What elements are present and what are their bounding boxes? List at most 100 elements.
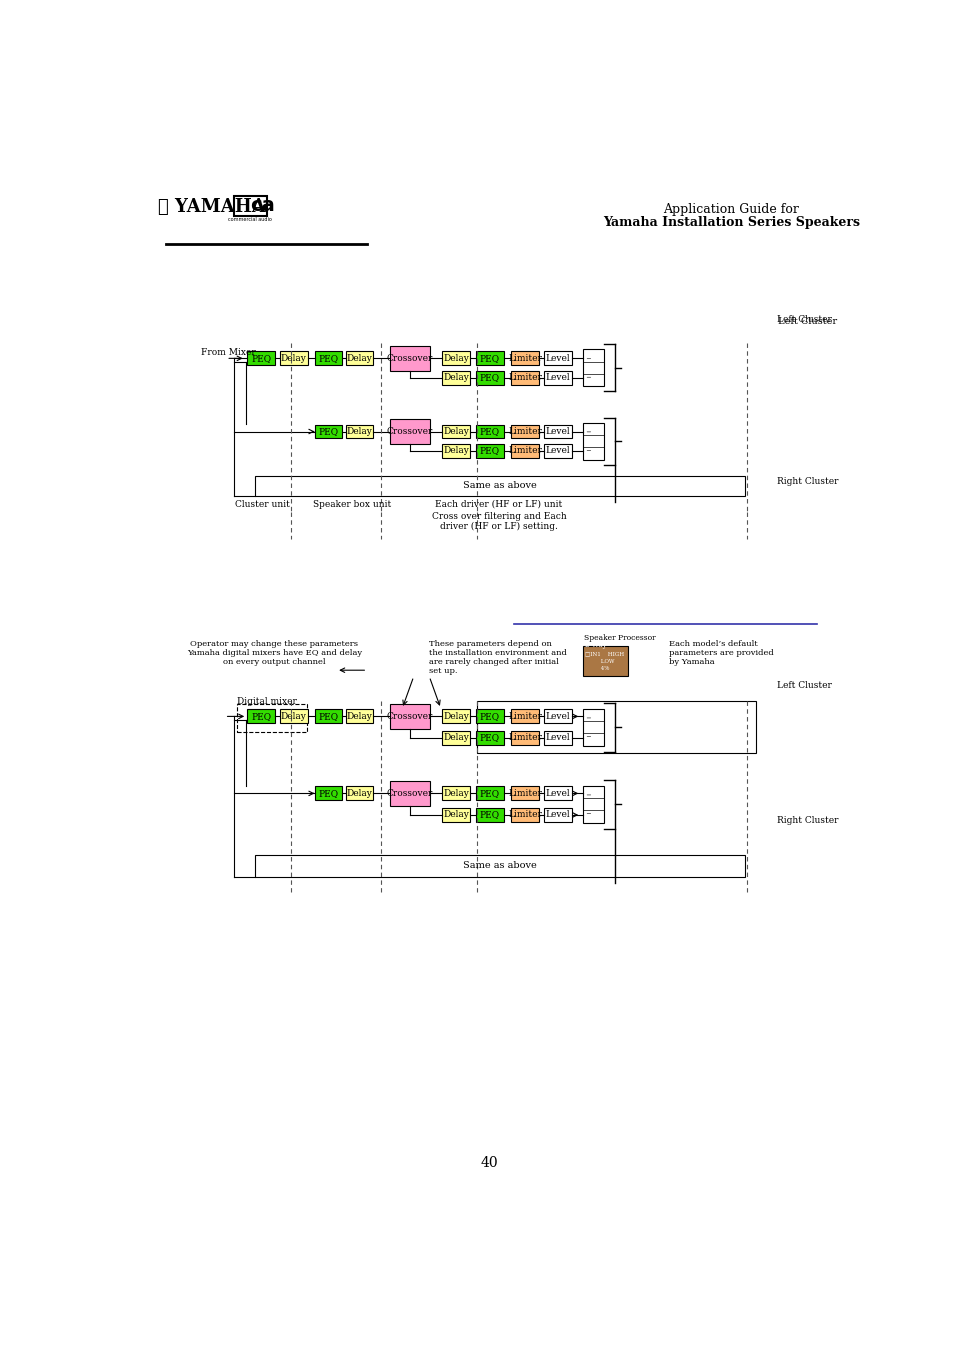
Text: Level: Level (545, 733, 570, 743)
Bar (233, 196, 266, 216)
Text: Delay: Delay (280, 711, 306, 721)
Text: Cross over filtering and Each: Cross over filtering and Each (431, 512, 566, 521)
Text: Delay: Delay (443, 447, 469, 455)
Text: 4%: 4% (584, 666, 609, 671)
Text: Cluster unit: Cluster unit (235, 500, 290, 509)
Bar (543, 351, 571, 366)
Bar (476, 787, 503, 801)
Text: Limiter: Limiter (508, 711, 541, 721)
Text: Left Cluster: Left Cluster (778, 317, 836, 325)
Text: Level: Level (545, 711, 570, 721)
Bar (582, 645, 627, 676)
Bar (511, 424, 538, 439)
Text: ca: ca (250, 196, 274, 216)
Bar (582, 350, 604, 386)
Bar (345, 787, 373, 801)
Bar (345, 351, 373, 366)
Text: PEQ: PEQ (318, 354, 338, 363)
Bar (390, 782, 430, 806)
Text: Level: Level (545, 373, 570, 382)
Text: Level: Level (545, 447, 570, 455)
Text: Level: Level (545, 354, 570, 363)
Text: PEQ: PEQ (251, 711, 271, 721)
Bar (345, 710, 373, 724)
Bar (543, 787, 571, 801)
Text: Limiter: Limiter (508, 354, 541, 363)
Text: PEQ: PEQ (479, 427, 499, 436)
Text: Delay: Delay (443, 427, 469, 436)
Text: Operator may change these parameters: Operator may change these parameters (190, 640, 358, 648)
Text: From Mixer: From Mixer (200, 348, 255, 358)
Bar (476, 809, 503, 822)
Bar (543, 809, 571, 822)
Bar (279, 710, 307, 724)
Text: □IN1    HIGH: □IN1 HIGH (584, 652, 623, 656)
Text: PEQ: PEQ (479, 447, 499, 455)
Text: PEQ: PEQ (479, 711, 499, 721)
Text: parameters are provided: parameters are provided (669, 649, 774, 657)
Text: Ⓞ YAMAHA: Ⓞ YAMAHA (158, 197, 266, 216)
Text: Delay: Delay (280, 354, 306, 363)
Text: on every output channel: on every output channel (223, 657, 325, 666)
Text: Crossover: Crossover (386, 354, 433, 363)
Text: Application Guide for: Application Guide for (663, 204, 799, 216)
Text: These parameters depend on: These parameters depend on (429, 640, 552, 648)
Bar (476, 732, 503, 745)
Bar (236, 705, 307, 732)
Text: Speaker box unit: Speaker box unit (313, 500, 391, 509)
Bar (442, 351, 470, 366)
Text: Delay: Delay (346, 788, 372, 798)
Text: Yamaha Installation Series Speakers: Yamaha Installation Series Speakers (602, 216, 859, 230)
Text: set up.: set up. (429, 667, 457, 675)
Text: Delay: Delay (443, 788, 469, 798)
Bar (543, 732, 571, 745)
Bar (442, 710, 470, 724)
Text: Crossover: Crossover (386, 711, 433, 721)
Text: Digital mixer: Digital mixer (236, 697, 296, 706)
Bar (543, 371, 571, 385)
Text: Level: Level (545, 810, 570, 819)
Text: Limiter: Limiter (508, 788, 541, 798)
Text: Delay: Delay (443, 354, 469, 363)
Bar (442, 371, 470, 385)
Bar (476, 424, 503, 439)
Bar (511, 787, 538, 801)
Text: Delay: Delay (443, 810, 469, 819)
Text: PEQ: PEQ (479, 788, 499, 798)
Text: Left Cluster: Left Cluster (777, 316, 831, 324)
Text: LOW: LOW (584, 659, 614, 664)
Bar (442, 732, 470, 745)
Text: PEQ: PEQ (479, 373, 499, 382)
Text: PEQ: PEQ (318, 711, 338, 721)
Bar (476, 444, 503, 458)
Text: PEQ: PEQ (479, 810, 499, 819)
Bar (543, 424, 571, 439)
Text: driver (HF or LF) setting.: driver (HF or LF) setting. (439, 521, 558, 531)
Text: Delay: Delay (443, 733, 469, 743)
Text: Delay: Delay (443, 711, 469, 721)
Bar (476, 351, 503, 366)
Text: Right Cluster: Right Cluster (777, 815, 838, 825)
Bar (390, 705, 430, 729)
Bar (511, 710, 538, 724)
Bar (314, 787, 342, 801)
Bar (314, 351, 342, 366)
Text: PEQ: PEQ (318, 788, 338, 798)
Bar (279, 351, 307, 366)
Text: Right Cluster: Right Cluster (777, 477, 838, 486)
Bar (254, 477, 744, 497)
Bar (390, 346, 430, 371)
Text: Delay: Delay (346, 354, 372, 363)
Bar (582, 786, 604, 822)
Bar (247, 710, 274, 724)
Text: are rarely changed after initial: are rarely changed after initial (429, 657, 558, 666)
Text: Delay: Delay (346, 427, 372, 436)
Text: Level: Level (545, 788, 570, 798)
Bar (390, 420, 430, 444)
Bar (254, 855, 744, 876)
Text: by Yamaha: by Yamaha (669, 657, 715, 666)
Text: Left Cluster: Left Cluster (777, 682, 831, 690)
Text: PEQ: PEQ (251, 354, 271, 363)
Text: Delay: Delay (443, 373, 469, 382)
Bar (476, 710, 503, 724)
